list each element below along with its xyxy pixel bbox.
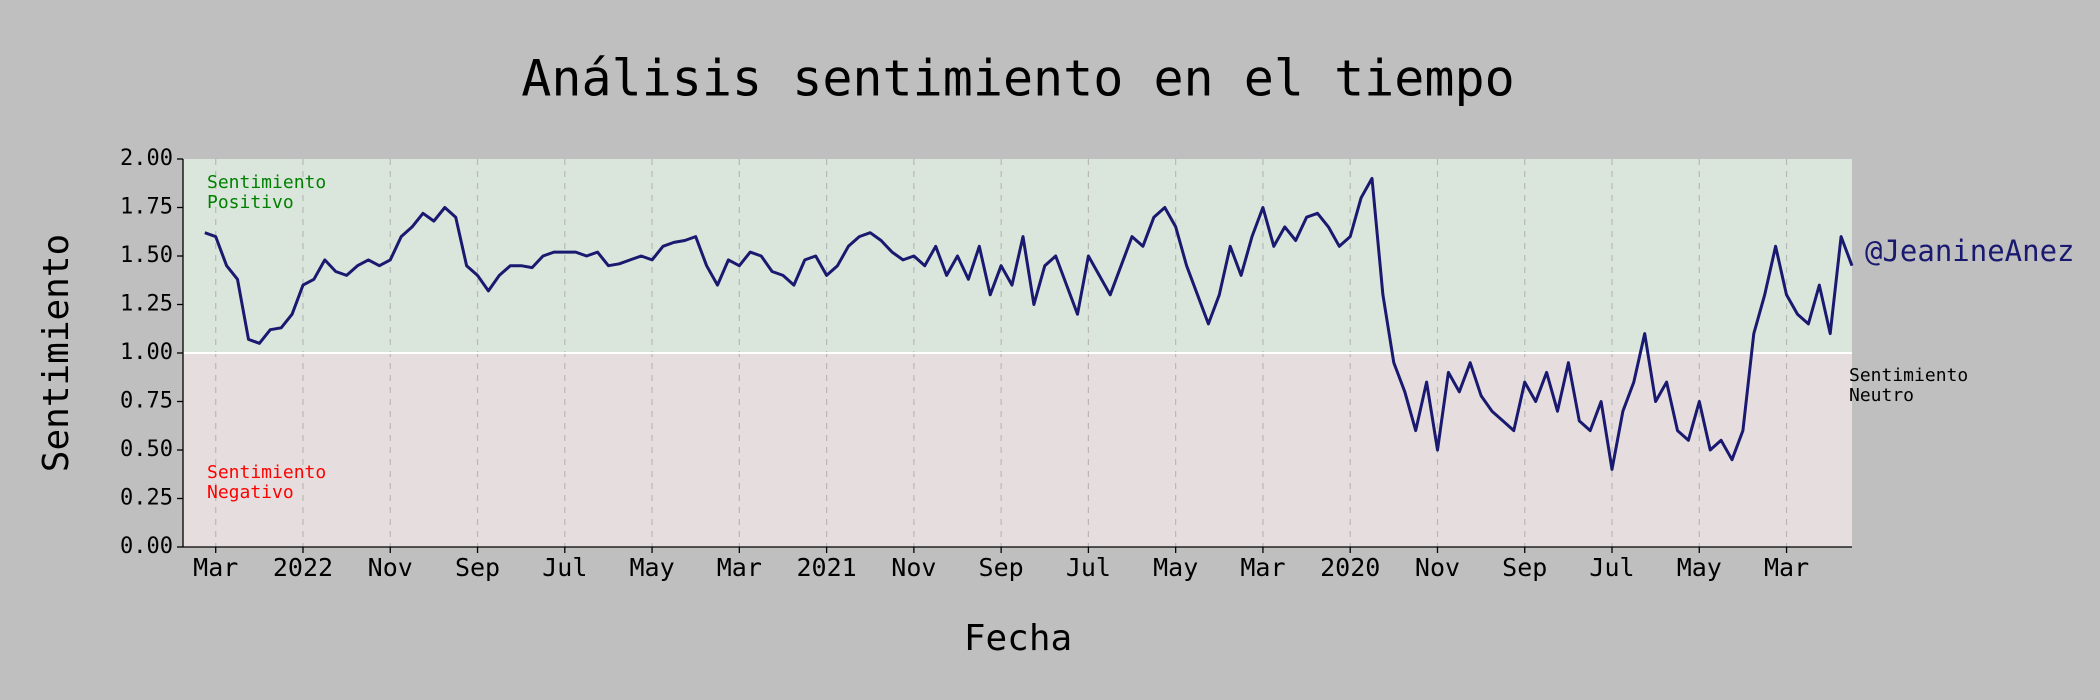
x-tick-label: May: [629, 553, 674, 582]
x-tick-label: 2021: [796, 553, 856, 582]
x-axis-label: Fecha: [964, 618, 1072, 659]
x-tick-label: Mar: [1240, 553, 1285, 582]
x-tick-label: May: [1677, 553, 1722, 582]
y-tick-label: 0.50: [120, 437, 173, 462]
x-tick-label: Jul: [542, 553, 587, 582]
annotation: Sentimiento: [207, 462, 326, 483]
y-tick-label: 0.25: [120, 486, 173, 511]
x-tick-label: Nov: [1415, 553, 1460, 582]
annotation: Sentimiento: [207, 172, 326, 193]
x-tick-label: Sep: [455, 553, 500, 582]
chart-title: Análisis sentimiento en el tiempo: [521, 50, 1514, 108]
x-tick-label: Sep: [1502, 553, 1547, 582]
x-tick-label: Jul: [1066, 553, 1111, 582]
series-line: [204, 176, 1854, 471]
y-tick-label: 0.00: [120, 534, 173, 559]
x-tick-label: Nov: [891, 553, 936, 582]
x-tick-label: Jul: [1589, 553, 1634, 582]
x-tick-label: 2022: [273, 553, 333, 582]
x-tick-label: Sep: [979, 553, 1024, 582]
annotation: Negativo: [207, 482, 294, 503]
x-tick-label: May: [1153, 553, 1198, 582]
annotation: Neutro: [1849, 385, 1914, 406]
y-tick-label: 1.00: [120, 340, 173, 365]
annotation: Positivo: [207, 192, 294, 213]
y-tick-label: 1.50: [120, 243, 173, 268]
x-tick-label: Mar: [193, 553, 238, 582]
y-tick-label: 1.75: [120, 195, 173, 220]
y-tick-label: 0.75: [120, 389, 173, 414]
x-tick-label: Mar: [717, 553, 762, 582]
series-label: @JeanineAnez: [1865, 234, 2075, 268]
x-tick-label: 2020: [1320, 553, 1380, 582]
x-tick-label: Mar: [1764, 553, 1809, 582]
y-axis-label: Sentimiento: [36, 234, 77, 472]
y-tick-label: 1.25: [120, 292, 173, 317]
annotation: Sentimiento: [1849, 365, 1968, 386]
y-tick-label: 2.00: [120, 146, 173, 171]
negative-region: [183, 353, 1852, 547]
x-tick-label: Nov: [368, 553, 413, 582]
